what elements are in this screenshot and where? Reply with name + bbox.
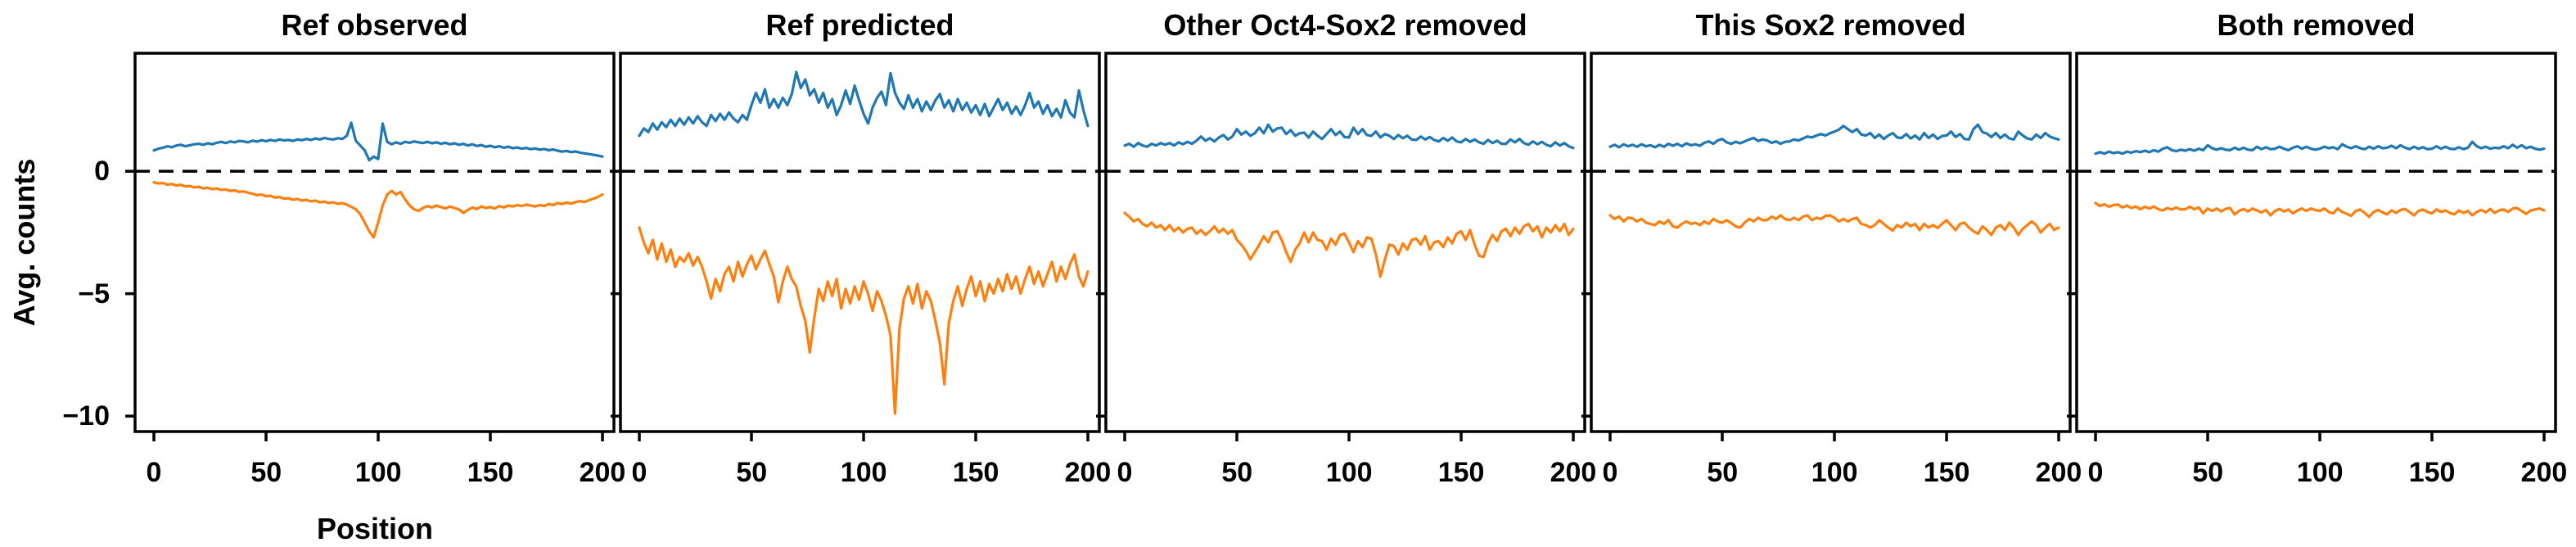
panel-both-removed: Both removed 0 50 100 150 200 bbox=[2067, 9, 2567, 488]
x-tick-label: 150 bbox=[2408, 457, 2456, 488]
panel-plot-canvas bbox=[125, 52, 616, 441]
panel-title: Other Oct4-Sox2 removed bbox=[1163, 8, 1527, 42]
x-tick-label: 200 bbox=[2035, 457, 2082, 488]
x-tick-label: 200 bbox=[2520, 457, 2568, 488]
panel-other-oct4-sox2-removed: Other Oct4-Sox2 removed 0 50 100 150 200 bbox=[1096, 9, 1596, 488]
x-tick-label: 50 bbox=[250, 457, 282, 488]
panel-plot-canvas bbox=[611, 52, 1101, 441]
x-tick-label: 100 bbox=[2296, 457, 2344, 488]
x-tick-label: 0 bbox=[146, 457, 162, 488]
x-tick-label: 0 bbox=[1117, 457, 1133, 488]
x-tick-label: 50 bbox=[2192, 457, 2224, 488]
x-tick-label: 200 bbox=[579, 457, 626, 488]
panel-title: Both removed bbox=[2217, 8, 2416, 42]
x-tick-label: 100 bbox=[354, 457, 402, 488]
x-tick-label: 0 bbox=[631, 457, 647, 488]
x-tick-label: 100 bbox=[1811, 457, 1858, 488]
x-tick-label: 50 bbox=[736, 457, 768, 488]
x-tick-label: 0 bbox=[2087, 457, 2104, 488]
y-tick-label-neg10: −10 bbox=[62, 400, 110, 432]
y-axis-tick-labels: 0 −5 −10 bbox=[0, 53, 110, 432]
x-tick-label: 50 bbox=[1707, 457, 1739, 488]
x-axis-label: Position bbox=[317, 512, 433, 545]
x-tick-label: 150 bbox=[467, 457, 514, 488]
panel-title: Ref predicted bbox=[765, 8, 954, 42]
panel-title: Ref observed bbox=[281, 8, 468, 42]
x-tick-label: 50 bbox=[1221, 457, 1253, 488]
panel-ref-predicted: Ref predicted 0 50 100 150 200 bbox=[611, 9, 1111, 488]
x-tick-label: 100 bbox=[840, 457, 887, 488]
x-tick-label: 150 bbox=[1437, 457, 1485, 488]
panel-plot-canvas bbox=[2067, 52, 2557, 441]
x-tick-label: 150 bbox=[952, 457, 999, 488]
x-tick-label: 100 bbox=[1325, 457, 1373, 488]
y-tick-label-neg5: −5 bbox=[78, 278, 110, 310]
x-tick-label: 0 bbox=[1602, 457, 1618, 488]
x-tick-label: 200 bbox=[1064, 457, 1112, 488]
x-tick-label: 200 bbox=[1550, 457, 1597, 488]
panel-ref-observed: Ref observed 0 50 100 150 200 bbox=[125, 9, 625, 488]
x-tick-label: 150 bbox=[1923, 457, 1970, 488]
panel-plot-canvas bbox=[1581, 52, 2072, 441]
y-tick-label-0: 0 bbox=[94, 156, 110, 187]
panel-plot-canvas bbox=[1096, 52, 1586, 441]
panel-this-sox2-removed: This Sox2 removed 0 50 100 150 200 bbox=[1581, 9, 2082, 488]
panel-title: This Sox2 removed bbox=[1695, 8, 1966, 42]
